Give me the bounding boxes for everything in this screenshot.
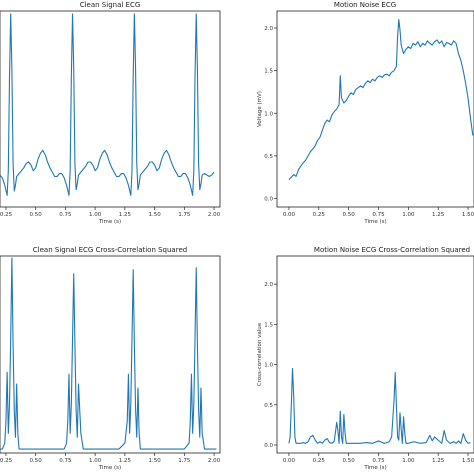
motion-noise-ecg-x-tick-label: 0.00	[283, 212, 296, 218]
motion-noise-ecg-panel: Motion Noise ECG 0.00 0.25 0.50 0.75 1.00 1.25…	[257, 1, 474, 225]
clean-cross-correlation-x-tick-label: 2.00	[208, 458, 221, 464]
motion-noise-cross-correlation-y-tick-label: 0.5	[264, 403, 273, 409]
clean-cross-correlation-panel: Clean Signal ECG Cross-Correlation Squar…	[0, 246, 221, 471]
motion-noise-cross-correlation-panel: Motion Noise ECG Cross-Correlation Squar…	[257, 246, 474, 471]
motion-noise-ecg-y-tick-label: 1.0	[264, 111, 273, 117]
motion-noise-cross-correlation-x-tick-label: 0.50	[343, 458, 356, 464]
motion-noise-cross-correlation-x-tick-label: 1.25	[432, 458, 445, 464]
clean-cross-correlation-x-tick-label: 1.50	[148, 458, 161, 464]
motion-noise-cross-correlation-y-tick-label: 1.5	[264, 322, 273, 328]
clean-cross-correlation-x-tick-label: 1.25	[119, 458, 132, 464]
clean-ecg-plot-frame	[0, 10, 221, 208]
clean-ecg-series-line	[0, 13, 215, 196]
motion-noise-cross-correlation-y-tick-label: 0.0	[264, 443, 273, 449]
motion-noise-cross-correlation-x-tick-label: 0.00	[283, 458, 296, 464]
motion-noise-ecg-y-axis-label: Voltage (mV)	[257, 91, 263, 127]
motion-noise-ecg-y-tick-label: 0.5	[264, 154, 273, 160]
motion-noise-cross-correlation-series-line	[288, 368, 471, 444]
clean-ecg-x-tick-label: 0.75	[59, 212, 72, 218]
motion-noise-ecg-title: Motion Noise ECG	[334, 1, 396, 9]
motion-noise-cross-correlation-x-axis-label: Time (s)	[363, 465, 386, 471]
motion-noise-cross-correlation-y-axis-label: Cross-correlation value	[257, 322, 263, 386]
motion-noise-cross-correlation-y-tick-label: 2.0	[264, 282, 273, 288]
clean-ecg-x-tick-label: 1.00	[89, 212, 102, 218]
clean-ecg-x-tick-label: 1.75	[178, 212, 191, 218]
clean-cross-correlation-x-axis-label: Time (s)	[98, 465, 121, 471]
clean-cross-correlation-title: Clean Signal ECG Cross-Correlation Squar…	[33, 246, 187, 254]
motion-noise-ecg-x-tick-label: 0.75	[372, 212, 385, 218]
clean-ecg-x-axis-label: Time (s)	[98, 219, 121, 225]
clean-cross-correlation-x-tick-label: 0.50	[30, 458, 43, 464]
motion-noise-ecg-x-tick-label: 0.25	[313, 212, 326, 218]
motion-noise-cross-correlation-x-tick-label: 0.25	[313, 458, 326, 464]
clean-cross-correlation-plot-frame	[0, 255, 221, 454]
clean-ecg-panel: Clean Signal ECG 0.25 0.50 0.75 1.00 1.25 1.50…	[0, 1, 221, 225]
motion-noise-cross-correlation-x-tick-label: 1.00	[402, 458, 415, 464]
clean-cross-correlation-x-tick-label: 1.75	[178, 458, 191, 464]
motion-noise-ecg-x-tick-label: 0.50	[343, 212, 356, 218]
motion-noise-ecg-series-line	[288, 18, 474, 181]
clean-ecg-title: Clean Signal ECG	[80, 1, 141, 9]
clean-ecg-x-tick-label: 0.25	[0, 212, 13, 218]
motion-noise-ecg-y-tick-label: 0.0	[264, 196, 273, 202]
motion-noise-ecg-x-tick-label: 1.00	[402, 212, 415, 218]
motion-noise-cross-correlation-plot-frame	[276, 255, 474, 454]
motion-noise-ecg-y-tick-label: 2.0	[264, 26, 273, 32]
motion-noise-ecg-plot-frame	[276, 10, 474, 208]
motion-noise-ecg-x-axis-label: Time (s)	[363, 219, 386, 225]
clean-ecg-x-tick-label: 2.00	[208, 212, 221, 218]
clean-ecg-x-tick-label: 0.50	[30, 212, 43, 218]
clean-cross-correlation-x-tick-label: 0.25	[0, 458, 13, 464]
clean-cross-correlation-series-line	[0, 257, 217, 450]
motion-noise-cross-correlation-x-tick-label: 1.50	[462, 458, 474, 464]
motion-noise-ecg-x-tick-label: 1.25	[432, 212, 445, 218]
clean-ecg-x-tick-label: 1.50	[148, 212, 161, 218]
clean-cross-correlation-x-tick-label: 0.75	[59, 458, 72, 464]
motion-noise-cross-correlation-title: Motion Noise ECG Cross-Correlation Squar…	[314, 246, 470, 254]
motion-noise-ecg-x-tick-label: 1.50	[462, 212, 474, 218]
motion-noise-ecg-y-tick-label: 1.5	[264, 69, 273, 75]
motion-noise-cross-correlation-x-tick-label: 0.75	[372, 458, 385, 464]
motion-noise-cross-correlation-y-tick-label: 1.0	[264, 363, 273, 369]
clean-ecg-x-tick-label: 1.25	[119, 212, 132, 218]
clean-cross-correlation-x-tick-label: 1.00	[89, 458, 102, 464]
